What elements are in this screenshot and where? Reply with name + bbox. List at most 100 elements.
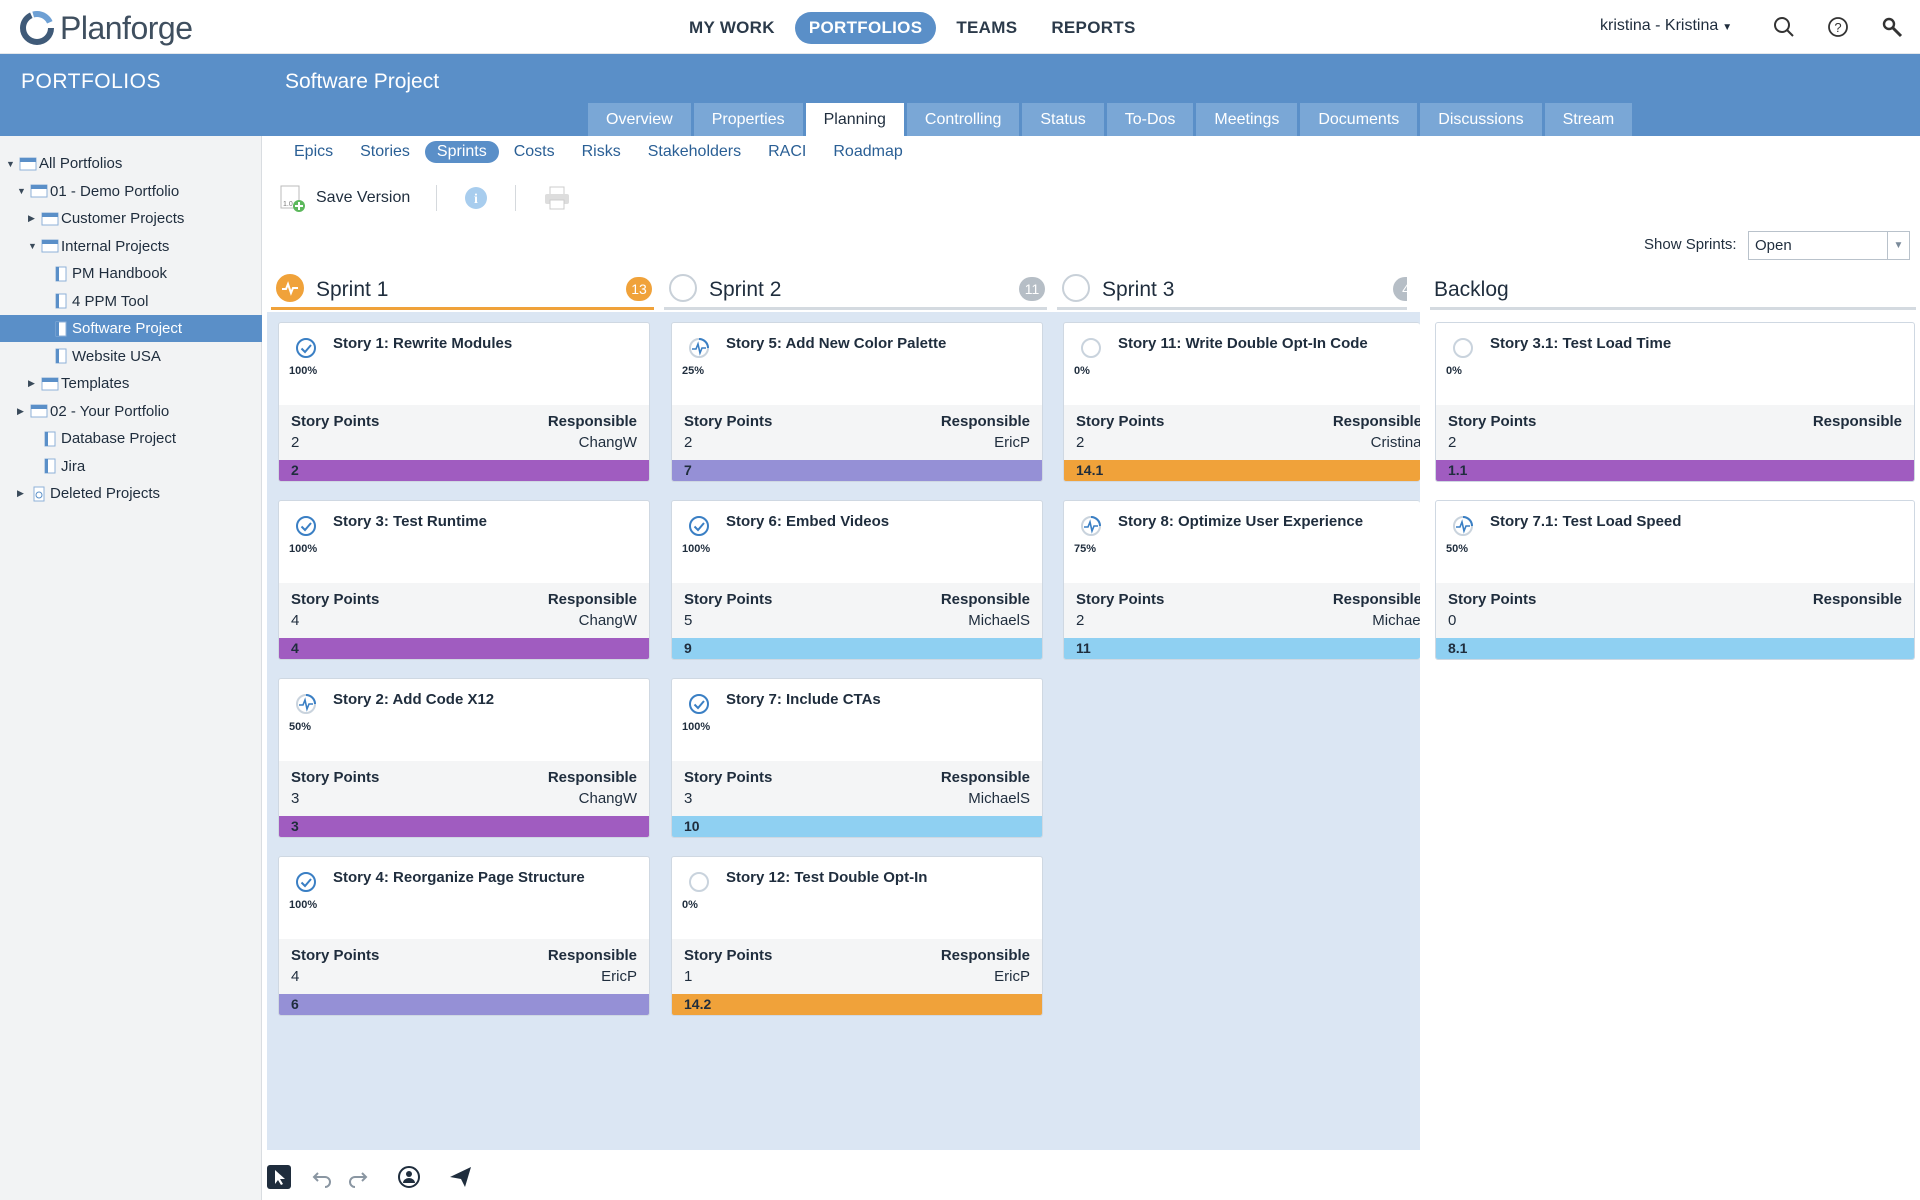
tab-properties[interactable]: Properties <box>693 103 803 136</box>
story-card[interactable]: Story 11: Write Double Opt-In Code 0% Stor… <box>1063 322 1420 482</box>
tab-discussions[interactable]: Discussions <box>1420 103 1542 136</box>
show-sprints-select[interactable]: Open ▼ <box>1748 231 1910 260</box>
tree-item[interactable]: Database Project <box>0 425 262 452</box>
search-icon[interactable] <box>1772 15 1796 39</box>
undo-icon[interactable] <box>310 1164 336 1190</box>
subtab-stories[interactable]: Stories <box>360 143 410 160</box>
story-title[interactable]: Story 3: Test Runtime <box>333 513 487 530</box>
tree-item[interactable]: ▼ Internal Projects <box>0 233 262 260</box>
epic-bar: 2 <box>279 460 649 481</box>
story-title[interactable]: Story 7.1: Test Load Speed <box>1490 513 1682 530</box>
nav-portfolios[interactable]: PORTFOLIOS <box>794 12 937 44</box>
story-title[interactable]: Story 8: Optimize User Experience <box>1118 513 1364 530</box>
tab-status[interactable]: Status <box>1022 103 1104 136</box>
story-card[interactable]: Story 7: Include CTAs 100% Story Points 3 Re… <box>671 678 1043 838</box>
tab-stream[interactable]: Stream <box>1544 103 1633 136</box>
open-circle-icon[interactable] <box>688 871 710 893</box>
help-icon[interactable]: ? <box>1826 15 1850 39</box>
tree-item[interactable]: ▼ All Portfolios <box>0 150 262 177</box>
tree-item[interactable]: ▼ 01 - Demo Portfolio <box>0 178 262 205</box>
open-circle-icon[interactable] <box>1452 337 1474 359</box>
user-menu[interactable]: kristina - Kristina ▼ <box>1600 17 1732 35</box>
check-circle-icon[interactable] <box>295 871 317 893</box>
story-card[interactable]: Story 4: Reorganize Page Structure 100% St… <box>278 856 650 1016</box>
tree-item[interactable]: ▶ 02 - Your Portfolio <box>0 398 262 425</box>
caret-down-icon[interactable]: ▼ <box>6 158 15 169</box>
tree-item[interactable]: ▶ Deleted Projects <box>0 480 262 507</box>
story-card[interactable]: Story 5: Add New Color Palette 25% Story P… <box>671 322 1043 482</box>
portfolio-folder-icon <box>41 239 59 253</box>
story-meta: Story Points 2 Responsible MichaelS <box>1064 583 1420 639</box>
story-title[interactable]: Story 5: Add New Color Palette <box>726 335 947 352</box>
caret-down-icon[interactable]: ▼ <box>28 241 37 251</box>
tab-overview[interactable]: Overview <box>588 103 691 136</box>
story-card[interactable]: Story 12: Test Double Opt-In 0% Story Poin… <box>671 856 1043 1016</box>
subtab-risks[interactable]: Risks <box>581 143 621 160</box>
story-card[interactable]: Story 7.1: Test Load Speed 50% Story Point… <box>1435 500 1915 660</box>
story-card[interactable]: Story 6: Embed Videos 100% Story Points 5 Re… <box>671 500 1043 660</box>
subtab-raci[interactable]: RACI <box>768 143 807 160</box>
check-circle-icon[interactable] <box>688 515 710 537</box>
info-icon[interactable]: i <box>463 185 489 211</box>
subtab-roadmap[interactable]: Roadmap <box>833 143 903 160</box>
sprint-column-title: Sprint 3 <box>1102 278 1175 301</box>
tree-item[interactable]: PM Handbook <box>0 260 262 287</box>
tree-item[interactable]: ▶ Customer Projects <box>0 205 262 232</box>
check-circle-icon[interactable] <box>295 337 317 359</box>
tree-item[interactable]: ▶ Templates <box>0 370 262 397</box>
in-progress-icon[interactable] <box>295 693 317 715</box>
save-version-icon[interactable]: 1.0 <box>278 183 308 213</box>
tab-todos[interactable]: To-Dos <box>1106 103 1194 136</box>
tree-item[interactable]: Jira <box>0 453 262 480</box>
caret-right-icon[interactable]: ▶ <box>28 213 35 223</box>
subtab-costs[interactable]: Costs <box>513 143 555 160</box>
story-title[interactable]: Story 11: Write Double Opt-In Code <box>1118 335 1368 352</box>
story-title[interactable]: Story 1: Rewrite Modules <box>333 335 513 352</box>
send-icon[interactable] <box>448 1164 474 1190</box>
nav-teams[interactable]: TEAMS <box>956 18 1018 37</box>
story-title[interactable]: Story 12: Test Double Opt-In <box>726 869 928 886</box>
check-circle-icon[interactable] <box>295 515 317 537</box>
caret-right-icon[interactable]: ▶ <box>17 405 24 416</box>
caret-right-icon[interactable]: ▶ <box>28 378 35 388</box>
subtab-stakeholders[interactable]: Stakeholders <box>647 143 742 160</box>
app-logo[interactable]: Planforge <box>20 10 193 46</box>
nav-reports[interactable]: REPORTS <box>1051 18 1136 37</box>
tab-meetings[interactable]: Meetings <box>1196 103 1298 136</box>
story-card[interactable]: Story 2: Add Code X12 50% Story Points 3 Res… <box>278 678 650 838</box>
caret-right-icon[interactable]: ▶ <box>17 488 24 498</box>
story-title[interactable]: Story 4: Reorganize Page Structure <box>333 869 585 886</box>
story-title[interactable]: Story 6: Embed Videos <box>726 513 890 530</box>
epic-bar: 4 <box>279 638 649 659</box>
story-card[interactable]: Story 3: Test Runtime 100% Story Points 4 Re… <box>278 500 650 660</box>
wrench-icon[interactable] <box>1880 15 1904 39</box>
subtab-sprints[interactable]: Sprints <box>424 141 499 163</box>
responsible-label: Responsible <box>547 947 637 964</box>
in-progress-icon[interactable] <box>688 337 710 359</box>
story-card[interactable]: Story 3.1: Test Load Time 0% Story Points 2… <box>1435 322 1915 482</box>
open-circle-icon[interactable] <box>1080 337 1102 359</box>
tab-planning[interactable]: Planning <box>805 103 904 136</box>
in-progress-icon[interactable] <box>1080 515 1102 537</box>
subtab-epics[interactable]: Epics <box>294 143 334 160</box>
pointer-icon[interactable] <box>266 1164 292 1190</box>
in-progress-icon[interactable] <box>1452 515 1474 537</box>
caret-down-icon[interactable]: ▼ <box>17 186 26 196</box>
story-card[interactable]: Story 1: Rewrite Modules 100% Story Points… <box>278 322 650 482</box>
nav-my-work[interactable]: MY WORK <box>689 18 775 37</box>
print-icon[interactable] <box>542 185 572 211</box>
redo-icon[interactable] <box>344 1164 370 1190</box>
tree-item[interactable]: Software Project <box>0 315 262 342</box>
story-title[interactable]: Story 3.1: Test Load Time <box>1490 335 1672 352</box>
tree-item[interactable]: 4 PPM Tool <box>0 288 262 315</box>
tab-controlling[interactable]: Controlling <box>906 103 1020 136</box>
check-circle-icon[interactable] <box>688 693 710 715</box>
tree-item-label: All Portfolios <box>39 155 123 172</box>
tab-documents[interactable]: Documents <box>1300 103 1418 136</box>
tree-item[interactable]: Website USA <box>0 343 262 370</box>
story-title[interactable]: Story 7: Include CTAs <box>726 691 881 708</box>
save-version-button[interactable]: Save Version <box>316 189 411 206</box>
assign-user-icon[interactable] <box>396 1164 422 1190</box>
story-title[interactable]: Story 2: Add Code X12 <box>333 691 495 708</box>
story-card[interactable]: Story 8: Optimize User Experience 75% Stor… <box>1063 500 1420 660</box>
